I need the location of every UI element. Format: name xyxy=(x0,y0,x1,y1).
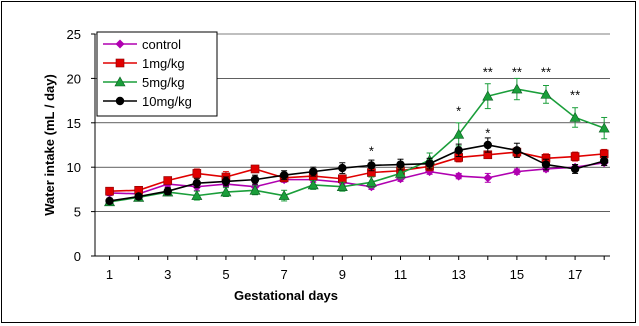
data-point xyxy=(220,186,232,197)
legend-entry: 5mg/kg xyxy=(103,75,185,90)
data-point xyxy=(512,167,522,177)
y-axis-label: Water intake (mL / day) xyxy=(42,74,57,216)
data-point xyxy=(599,156,609,166)
data-point xyxy=(540,88,552,99)
x-axis-label: Gestational days xyxy=(234,288,338,303)
significance-marker: ** xyxy=(570,87,580,102)
x-tick-labels: 1 3 5 7 9 11 13 15 17 xyxy=(106,267,582,282)
data-point xyxy=(570,152,580,161)
significance-marker: ** xyxy=(512,64,522,79)
legend-marker xyxy=(115,58,125,68)
data-point xyxy=(425,159,434,168)
legend-label: 1mg/kg xyxy=(142,56,185,71)
data-point xyxy=(365,176,377,187)
data-point xyxy=(163,176,173,185)
legend-label: 5mg/kg xyxy=(142,75,185,90)
data-point xyxy=(598,122,610,133)
data-point xyxy=(249,184,261,195)
legend-entry: control xyxy=(103,37,181,52)
x-tick-label: 3 xyxy=(164,267,171,282)
data-point xyxy=(105,196,114,206)
x-tick-label: 15 xyxy=(510,267,524,282)
y-tick-label: 20 xyxy=(67,71,81,86)
data-point xyxy=(511,83,523,94)
data-point xyxy=(163,186,172,196)
significance-marker: * xyxy=(369,143,374,158)
x-tick-label: 11 xyxy=(394,267,408,282)
legend-label: 10mg/kg xyxy=(142,94,192,109)
series-line xyxy=(109,144,605,202)
significance-annotations: **** ** ***** xyxy=(369,64,580,158)
data-point xyxy=(454,146,463,155)
y-tick-label: 25 xyxy=(67,27,81,42)
legend: control 1mg/kg 5mg/kg 10mg/kg xyxy=(96,31,218,117)
significance-marker: ** xyxy=(541,64,551,79)
y-tick-label: 0 xyxy=(74,249,81,264)
significance-marker: * xyxy=(485,126,490,141)
data-point xyxy=(192,169,202,178)
data-point xyxy=(454,171,464,181)
data-point xyxy=(541,160,551,169)
plot-area xyxy=(104,77,610,207)
x-tick-label: 9 xyxy=(339,267,346,282)
x-tick-label: 5 xyxy=(222,267,229,282)
data-point xyxy=(278,189,290,200)
data-point xyxy=(394,167,407,178)
data-point xyxy=(367,161,376,170)
data-point xyxy=(482,90,494,101)
data-point xyxy=(221,177,231,186)
axes xyxy=(94,34,610,257)
data-point xyxy=(192,178,202,188)
data-point xyxy=(250,164,260,174)
data-point xyxy=(512,146,522,155)
data-point xyxy=(279,170,289,180)
legend-marker xyxy=(114,76,126,87)
legend-label: control xyxy=(142,37,181,52)
data-point xyxy=(134,192,143,201)
series-10mg-kg xyxy=(105,137,609,206)
significance-marker: ** xyxy=(483,64,493,79)
data-point xyxy=(396,160,405,169)
data-point xyxy=(483,173,493,183)
data-point xyxy=(309,167,318,176)
y-tick-labels: 0 5 10 15 20 25 xyxy=(67,27,81,264)
x-tick-label: 7 xyxy=(281,267,288,282)
data-point xyxy=(105,186,114,196)
y-tick-label: 15 xyxy=(67,116,81,131)
data-point xyxy=(250,175,260,184)
legend-entry: 1mg/kg xyxy=(103,56,185,71)
data-point xyxy=(191,189,203,200)
x-tick-label: 1 xyxy=(106,267,113,282)
legend-entry: 10mg/kg xyxy=(103,94,192,109)
y-tick-label: 10 xyxy=(67,160,81,175)
series-control xyxy=(105,158,609,199)
x-tick-label: 13 xyxy=(451,267,465,282)
data-point xyxy=(336,181,348,192)
data-point xyxy=(338,163,347,173)
data-point xyxy=(453,128,465,139)
y-tick-label: 5 xyxy=(74,205,81,220)
data-point xyxy=(569,111,581,122)
x-tick-label: 17 xyxy=(568,267,582,282)
data-point xyxy=(307,179,319,190)
legend-marker xyxy=(115,39,125,49)
data-point xyxy=(570,164,580,174)
series-line xyxy=(109,88,605,203)
data-point xyxy=(483,140,492,150)
significance-marker: * xyxy=(456,103,461,118)
legend-marker xyxy=(115,96,125,106)
